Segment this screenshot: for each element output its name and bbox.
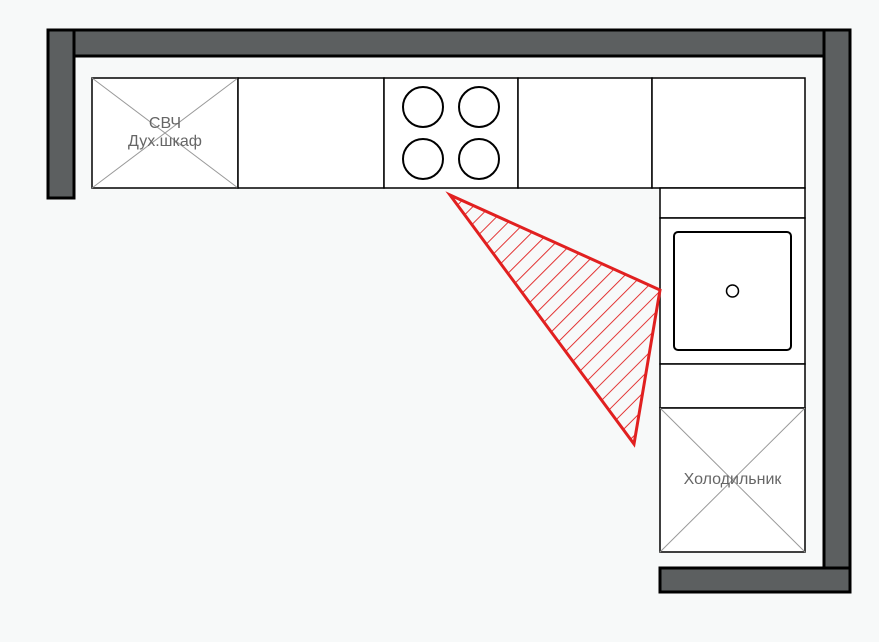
fridge-label: Холодильник <box>684 471 783 488</box>
top-cabinet-4 <box>652 78 805 188</box>
cabinet-label: СВЧ <box>149 115 181 132</box>
right-cabinet-3: Холодильник <box>660 408 805 552</box>
top-cabinet-2 <box>384 78 518 188</box>
right-cabinet-2 <box>660 364 805 408</box>
right-cabinet-1 <box>660 218 805 364</box>
cabinet-label: Дух.шкаф <box>128 133 202 150</box>
right-cabinet-0 <box>660 188 805 218</box>
top-cabinet-3 <box>518 78 652 188</box>
top-cabinet-0: СВЧДух.шкаф <box>92 78 238 188</box>
top-cabinet-1 <box>238 78 384 188</box>
